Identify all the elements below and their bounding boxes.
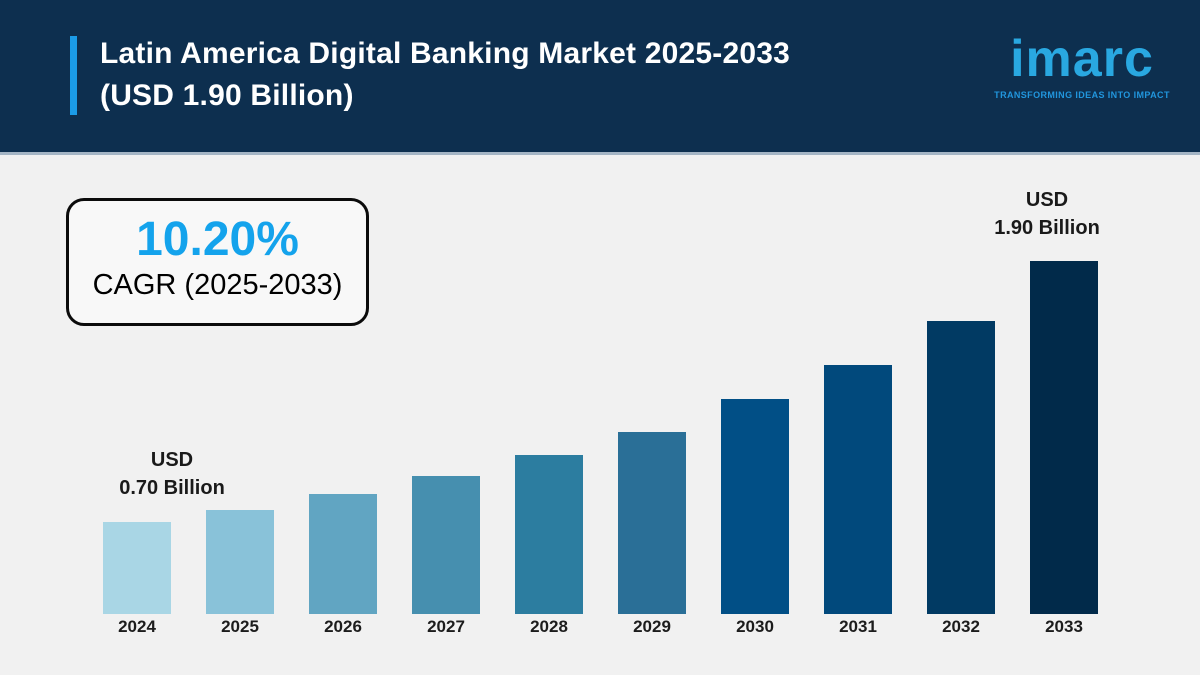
- end-value-amount: 1.90 Billion: [994, 217, 1100, 239]
- cagr-period-label: CAGR (2025-2033): [92, 269, 343, 301]
- x-axis-label-2024: 2024: [118, 617, 156, 636]
- bar-column-2028: 2028: [515, 455, 583, 637]
- bar-2030: [721, 399, 789, 614]
- cagr-value: 10.20%: [136, 213, 299, 266]
- start-value-label: USD 0.70 Billion: [119, 446, 225, 502]
- bar-column-2027: 2027: [412, 476, 480, 637]
- chart-title-line1: Latin America Digital Banking Market 202…: [100, 37, 791, 70]
- imarc-logo-wordmark: imarc: [1010, 30, 1154, 88]
- bar-column-2025: 2025: [206, 510, 274, 637]
- bar-column-2029: 2029: [618, 432, 686, 637]
- bar-2033: [1030, 261, 1098, 614]
- bar-2024: [103, 522, 171, 614]
- bar-2027: [412, 476, 480, 614]
- x-axis-label-2030: 2030: [736, 617, 774, 636]
- chart-title-line2: (USD 1.90 Billion): [100, 79, 354, 112]
- chart-title: Latin America Digital Banking Market 202…: [100, 33, 940, 117]
- bar-2032: [927, 321, 995, 614]
- x-axis-label-2025: 2025: [221, 617, 259, 636]
- end-value-label: USD 1.90 Billion: [994, 186, 1100, 242]
- bar-2031: [824, 365, 892, 614]
- header: Latin America Digital Banking Market 202…: [0, 0, 1200, 155]
- bar-column-2031: 2031: [824, 365, 892, 637]
- end-value-currency: USD: [1025, 189, 1069, 211]
- x-axis-label-2033: 2033: [1045, 617, 1083, 636]
- start-value-amount: 0.70 Billion: [119, 477, 225, 499]
- cagr-callout-box: 10.20% CAGR (2025-2033): [66, 198, 369, 326]
- imarc-logo: imarc TRANSFORMING IDEAS INTO IMPACT: [994, 30, 1169, 100]
- bar-column-2026: 2026: [309, 494, 377, 637]
- bar-column-2024: 2024: [103, 522, 171, 637]
- bar-2029: [618, 432, 686, 614]
- bar-column-2033: 2033: [1030, 261, 1098, 637]
- bar-2026: [309, 494, 377, 614]
- bar-2028: [515, 455, 583, 614]
- bar-column-2030: 2030: [721, 399, 789, 637]
- x-axis-label-2027: 2027: [427, 617, 465, 636]
- title-accent-bar: [70, 36, 77, 115]
- bar-2025: [206, 510, 274, 614]
- imarc-logo-tagline: TRANSFORMING IDEAS INTO IMPACT: [994, 90, 1170, 100]
- start-value-currency: USD: [150, 449, 194, 471]
- x-axis-label-2029: 2029: [633, 617, 671, 636]
- x-axis-label-2032: 2032: [942, 617, 980, 636]
- bar-chart: 2024 2025 2026 2027 2028 2029 2030 2031 2032 2033: [103, 261, 1098, 637]
- x-axis-label-2028: 2028: [530, 617, 568, 636]
- bar-column-2032: 2032: [927, 321, 995, 637]
- x-axis-label-2026: 2026: [324, 617, 362, 636]
- x-axis-label-2031: 2031: [839, 617, 877, 636]
